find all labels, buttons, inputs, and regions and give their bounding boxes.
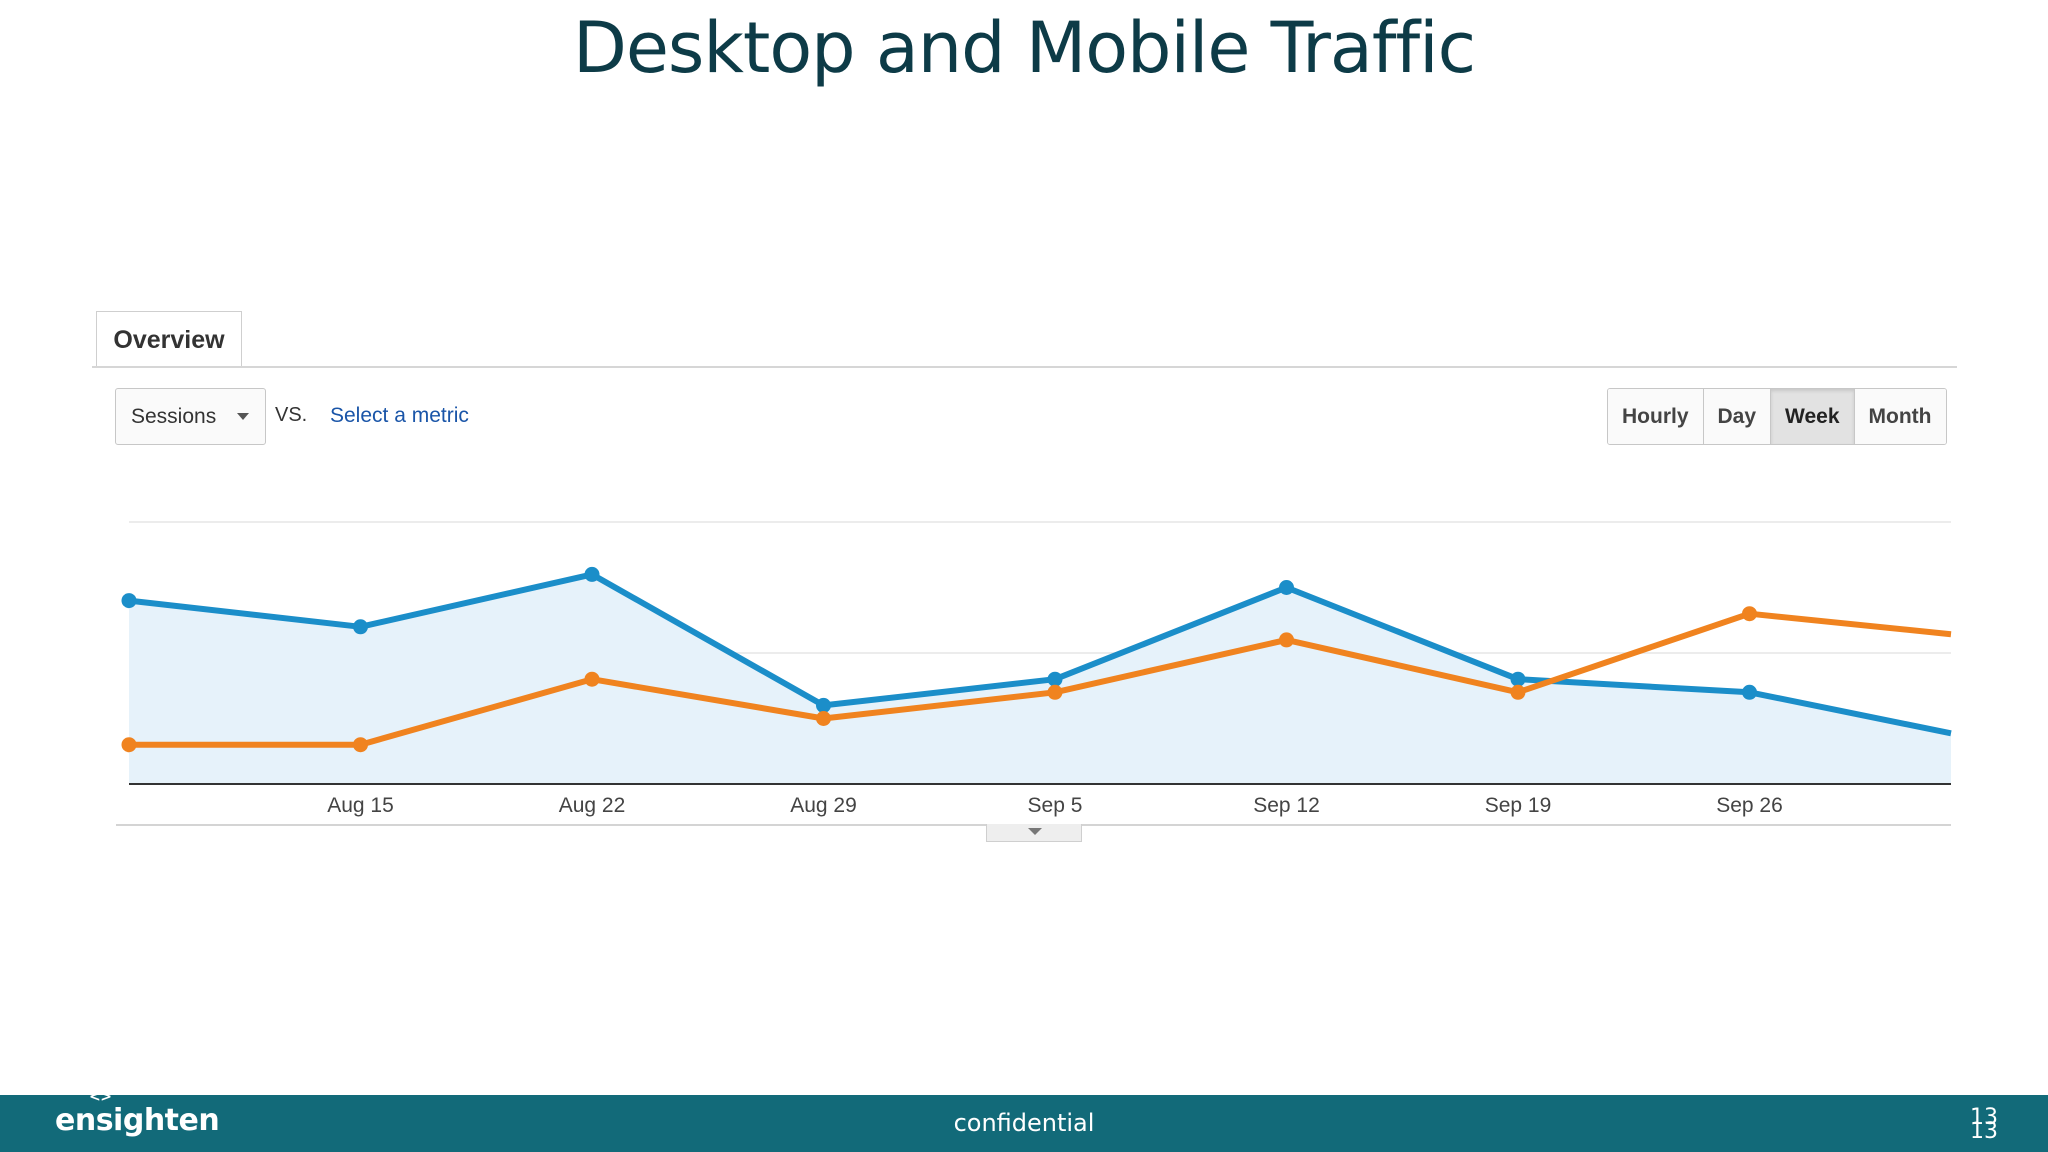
ensighten-logo: ensighten <> [55,1089,220,1138]
series-1-point-7 [1742,606,1757,622]
x-tick-label: Sep 19 [1485,794,1552,817]
series-0-point-7 [1742,684,1757,700]
series-0-point-6 [1510,671,1526,687]
series-1-point-3 [816,711,831,726]
series-1-point-1 [353,737,368,753]
x-tick-label: Aug 22 [559,794,626,817]
select-metric-link[interactable]: Select a metric [330,404,469,427]
x-tick-label: Sep 26 [1716,794,1783,817]
logo-brackets-icon: <> [89,1089,112,1105]
x-tick-label: Sep 12 [1253,794,1320,817]
x-tick-label: Aug 15 [327,794,394,817]
granularity-week-button[interactable]: Week [1771,389,1855,444]
page-number: 13 13 [1970,1105,1998,1144]
series-0-point-4 [1047,671,1063,687]
chevron-down-icon [237,413,249,420]
chart-expand-handle[interactable] [986,824,1082,842]
series-1-point-6 [1510,684,1526,700]
series-0-point-1 [353,619,368,635]
series-1-point-2 [584,671,600,687]
granularity-day-button[interactable]: Day [1703,389,1772,444]
x-tick-label: Aug 29 [790,794,857,817]
chevron-down-icon [1028,828,1042,835]
x-tick-label: Sep 5 [1028,794,1083,817]
series-1-point-5 [1279,632,1294,648]
series-0-point-0 [121,593,137,609]
slide-title: Desktop and Mobile Traffic [572,7,1476,89]
metric-select[interactable]: Sessions [115,388,266,445]
series-0-point-3 [816,697,831,713]
series-1-point-0 [121,737,137,753]
granularity-hourly-button[interactable]: Hourly [1608,389,1704,444]
confidential-label: confidential [953,1109,1095,1137]
series-1-point-4 [1047,684,1063,700]
vs-label: VS. [275,404,308,426]
tab-overview[interactable]: Overview [96,311,242,367]
footer-bar: ensighten <> confidential 13 13 [0,1089,2048,1152]
granularity-month-button[interactable]: Month [1854,389,1946,444]
series-0-point-2 [584,566,600,582]
tab-divider [92,366,1957,368]
metric-select-label: Sessions [131,405,217,428]
granularity-toggle: Hourly Day Week Month [1607,388,1947,445]
sessions-line-chart: Aug 15 Aug 22 Aug 29 Sep 5 Sep 12 Sep 19 Sep 2… [121,521,1952,817]
series-0-area [129,574,1951,784]
series-0-point-5 [1279,580,1294,595]
